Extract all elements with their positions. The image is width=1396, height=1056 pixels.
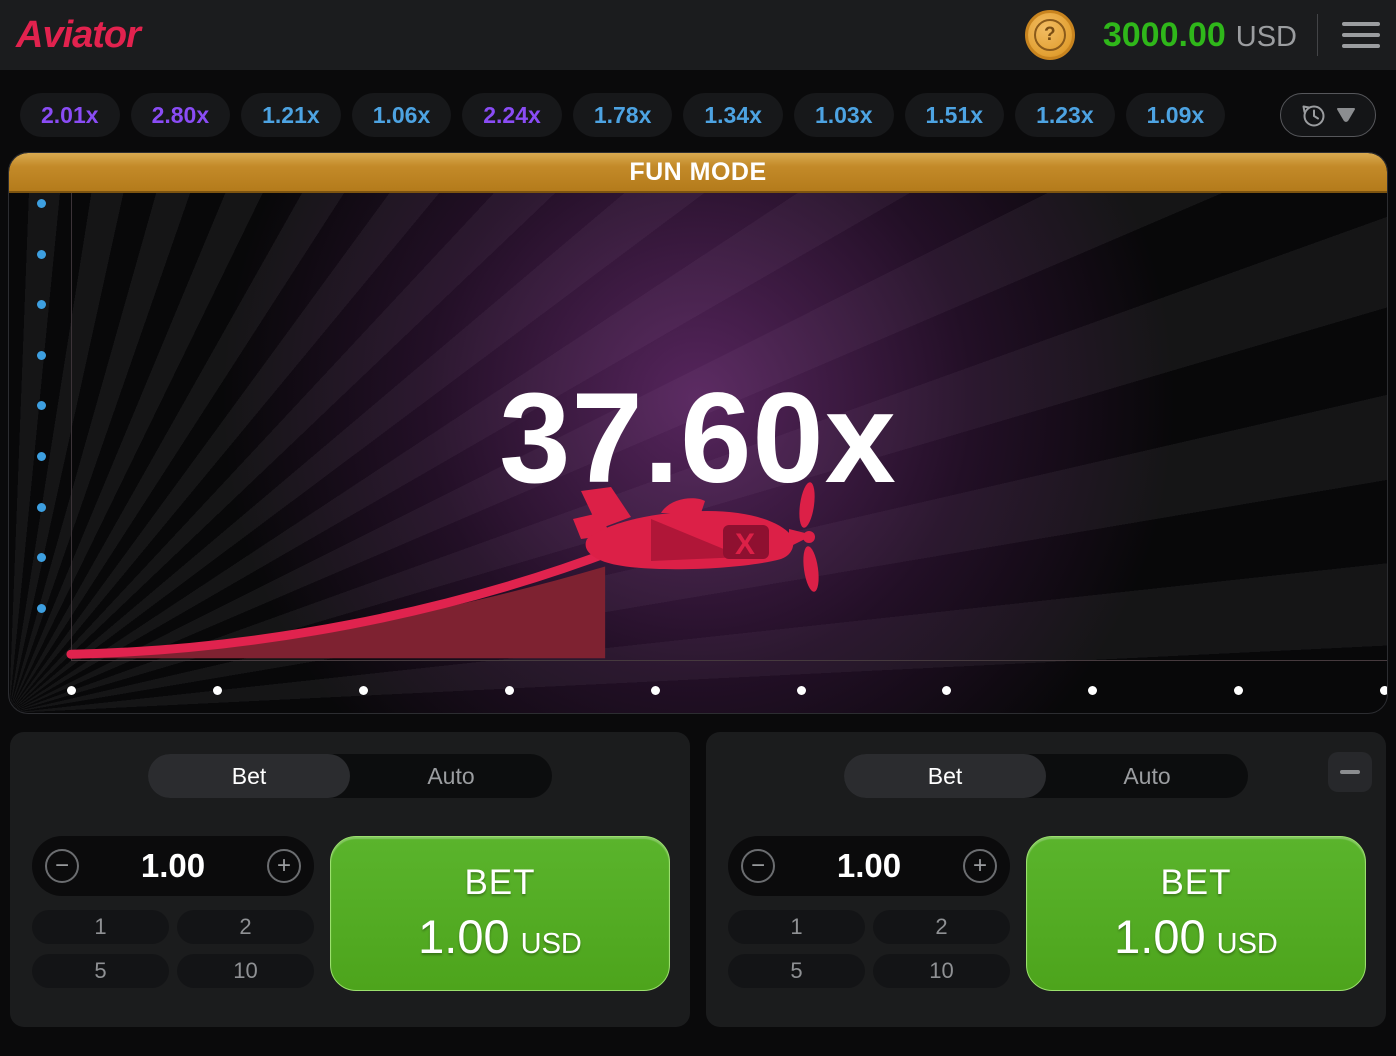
panel2-remove-button[interactable]	[1328, 752, 1372, 792]
plane-icon: X	[573, 482, 819, 592]
bet-panel-1: Bet Auto − 1.00 + 1 2 5 10 BET	[10, 732, 690, 1027]
multiplier-curve	[66, 545, 621, 659]
help-coin-icon[interactable]: ?	[1024, 10, 1075, 60]
panel1-decrease-button[interactable]: −	[45, 849, 79, 883]
panel2-quick-5[interactable]: 5	[728, 954, 865, 988]
history-multiplier[interactable]: 1.51x	[904, 93, 1005, 137]
round-history: 2.01x 2.80x 1.21x 1.06x 2.24x 1.78x 1.34x 1.03x…	[0, 70, 1396, 137]
hamburger-menu-icon[interactable]	[1342, 22, 1380, 48]
panel1-quick-2[interactable]: 2	[177, 910, 314, 944]
balance-value: 3000.00	[1102, 15, 1226, 54]
history-multiplier[interactable]: 1.06x	[351, 93, 452, 137]
panel2-quick-2[interactable]: 2	[873, 910, 1010, 944]
history-multiplier[interactable]: 1.78x	[572, 93, 673, 137]
history-multiplier[interactable]: 2.80x	[130, 93, 231, 137]
fun-mode-banner: FUN MODE	[9, 153, 1387, 193]
panel1-quick-10[interactable]: 10	[177, 954, 314, 988]
header-divider	[1317, 14, 1318, 56]
panel1-tab-bet[interactable]: Bet	[148, 754, 350, 798]
panel1-amount-value[interactable]: 1.00	[140, 847, 206, 884]
panel2-amount-value[interactable]: 1.00	[836, 847, 902, 884]
panel2-quick-10[interactable]: 10	[873, 954, 1010, 988]
round-history-menu-button[interactable]	[1280, 93, 1376, 137]
balance: 3000.00 USD	[1103, 16, 1297, 55]
panel2-bet-amount: 1.00	[1114, 910, 1206, 963]
history-multiplier[interactable]: 1.23x	[1015, 93, 1115, 137]
panel1-amount-stepper: − 1.00 +	[32, 836, 314, 896]
y-axis-line	[71, 193, 72, 661]
panel1-tab-switcher: Bet Auto	[148, 754, 552, 798]
svg-text:X: X	[735, 528, 755, 561]
history-multiplier[interactable]: 2.24x	[462, 93, 562, 137]
panel1-bet-amount: 1.00	[418, 910, 510, 963]
bet-panel-2: Bet Auto − 1.00 + 1 2 5 10 BET	[706, 732, 1386, 1027]
history-clock-icon	[1302, 105, 1325, 126]
panel2-bet-currency: USD	[1216, 928, 1278, 960]
panel1-bet-button[interactable]: BET 1.00 USD	[330, 836, 670, 991]
history-multiplier[interactable]: 2.01x	[20, 93, 120, 137]
panel2-decrease-button[interactable]: −	[741, 849, 775, 883]
history-multiplier[interactable]: 1.21x	[241, 93, 341, 137]
panel1-bet-label: BET	[464, 863, 536, 902]
history-multiplier[interactable]: 1.03x	[793, 93, 894, 137]
current-multiplier: 37.60x	[499, 367, 897, 510]
balance-currency: USD	[1235, 20, 1297, 53]
panel2-amount-stepper: − 1.00 +	[728, 836, 1010, 896]
history-multiplier[interactable]: 1.09x	[1125, 93, 1226, 137]
panel1-quick-1[interactable]: 1	[32, 910, 169, 944]
panel1-tab-auto[interactable]: Auto	[427, 762, 475, 789]
panel2-tab-bet[interactable]: Bet	[844, 754, 1046, 798]
bet-panels: Bet Auto − 1.00 + 1 2 5 10 BET	[0, 714, 1396, 1027]
panel1-increase-button[interactable]: +	[266, 849, 301, 883]
panel1-quick-5[interactable]: 5	[32, 954, 169, 988]
panel2-quick-1[interactable]: 1	[728, 910, 865, 944]
panel2-increase-button[interactable]: +	[962, 849, 997, 883]
header: Aviator ? 3000.00 USD	[0, 0, 1396, 70]
minus-icon	[1340, 770, 1360, 774]
panel2-quick-amounts: 1 2 5 10	[728, 910, 1010, 988]
panel1-bet-currency: USD	[520, 928, 582, 960]
dropdown-triangle-icon	[1337, 108, 1355, 122]
history-multiplier[interactable]: 1.34x	[683, 93, 783, 137]
game-area: FUN MODE 37.60x X	[8, 152, 1388, 714]
panel2-tab-auto[interactable]: Auto	[1123, 762, 1171, 789]
panel1-quick-amounts: 1 2 5 10	[32, 910, 314, 988]
panel2-bet-button[interactable]: BET 1.00 USD	[1026, 836, 1366, 991]
aviator-logo: Aviator	[16, 13, 141, 56]
panel2-tab-switcher: Bet Auto	[844, 754, 1248, 798]
round-history-list: 2.01x 2.80x 1.21x 1.06x 2.24x 1.78x 1.34x 1.03x…	[20, 93, 1226, 137]
question-mark-icon: ?	[1033, 19, 1066, 51]
x-axis-line	[71, 660, 1387, 661]
panel2-bet-label: BET	[1160, 863, 1232, 902]
